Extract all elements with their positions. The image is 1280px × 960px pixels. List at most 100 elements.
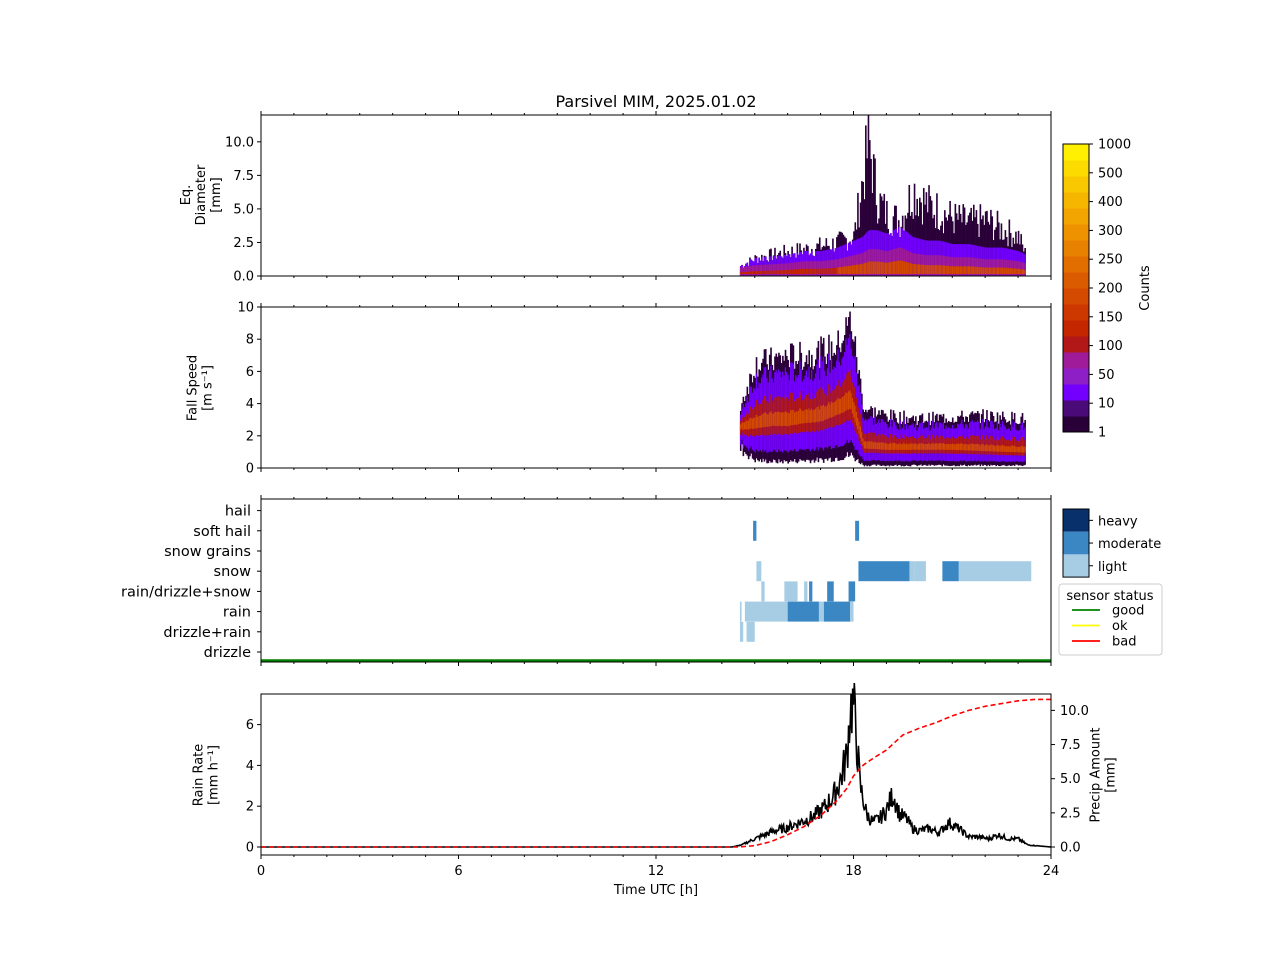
diameter-bin-core <box>762 270 764 274</box>
speed-bin-core <box>816 407 818 422</box>
speed-bin-core <box>747 420 750 430</box>
diameter-bin-core <box>891 261 893 274</box>
speed-bin-core <box>858 421 861 434</box>
speed-bin-core <box>934 443 937 450</box>
diameter-bin-core <box>961 266 963 274</box>
diameter-bin-core <box>955 266 958 274</box>
speed-bin-core <box>961 443 963 451</box>
colorbar-ticks: 1 10 50 100 150 200 250 300 400 500 1000 <box>1089 138 1131 441</box>
speed-bin-core <box>861 432 863 442</box>
speed-bin-core <box>878 442 880 450</box>
diameter-bin-core <box>980 267 983 274</box>
speed-bin-core <box>965 443 967 451</box>
diameter-bin-inner <box>820 261 822 276</box>
speed-bin-core <box>892 442 895 450</box>
diameter-bin-core <box>929 265 932 274</box>
diameter-bin-outer <box>972 204 975 276</box>
diameter-bin-core <box>843 266 846 274</box>
diameter-bin-inner <box>787 263 789 276</box>
diameter-bin-core <box>771 270 774 274</box>
diameter-bin-inner <box>780 263 783 276</box>
class-segment <box>761 581 765 602</box>
speed-bin-core <box>814 408 817 423</box>
class-segment <box>827 581 834 602</box>
diameter-bin-inner <box>1019 261 1021 276</box>
speed-bin-core <box>916 444 918 450</box>
diameter-bin-outer <box>925 192 928 276</box>
diameter-bin-core <box>851 265 854 274</box>
speed-bin-core <box>859 426 862 438</box>
speed-bin-core <box>999 445 1001 452</box>
speed-bin-core <box>782 412 784 427</box>
colorbar-cell <box>1063 400 1089 417</box>
diameter-bin-core <box>886 262 888 274</box>
diameter-bin-core <box>954 266 957 274</box>
speed-bin-core <box>789 410 792 426</box>
diameter-bin-core <box>871 261 874 274</box>
speed-bin-core <box>867 441 870 449</box>
speed-bin-core <box>1024 446 1026 453</box>
speed-bin-core <box>866 441 868 449</box>
speed-bin-core <box>883 442 886 450</box>
diameter-bin-core <box>1011 268 1013 274</box>
diameter-bin-outer <box>867 115 870 276</box>
diameter-bin-core <box>958 266 961 274</box>
speed-bin-core <box>929 444 932 450</box>
colorbar-tick-label: 200 <box>1098 282 1123 297</box>
diameter-bin-core <box>825 268 828 274</box>
speed-bin-core <box>959 443 962 451</box>
speed-bin-core <box>983 445 986 452</box>
class-segment <box>753 520 757 541</box>
diameter-bin-core <box>882 262 884 274</box>
diameter-bin-core <box>836 267 838 274</box>
diameter-bin-outer <box>979 204 982 276</box>
diameter-bin-core <box>862 263 865 274</box>
diameter-bin-core <box>884 262 887 274</box>
diameter-bin-core <box>903 261 905 274</box>
diameter-bin-core <box>837 267 839 274</box>
speed-bin-core <box>865 441 867 449</box>
diameter-bin-inner <box>796 262 799 276</box>
speed-bin-core <box>1021 445 1024 453</box>
diameter-bin-inner <box>808 261 811 276</box>
diameter-bin-inner <box>821 261 824 276</box>
diameter-bin-core <box>742 272 745 274</box>
y-tick-label: 2 <box>246 800 254 815</box>
speed-bin-core <box>795 411 797 425</box>
diameter-bin-core <box>849 265 851 274</box>
diameter-bin-core <box>875 261 878 274</box>
diameter-bin-core <box>834 267 837 274</box>
class-segment <box>914 561 926 582</box>
diameter-bin-inner <box>1016 261 1019 276</box>
colorbar-cell <box>1063 192 1089 209</box>
speed-bin-core <box>903 442 905 450</box>
class-segment <box>858 561 910 582</box>
speed-bin-core <box>863 441 866 449</box>
diameter-bin-inner <box>754 265 757 276</box>
speed-bin-core <box>992 445 995 452</box>
speed-bin-core <box>1016 446 1019 453</box>
speed-bin-core <box>925 443 928 450</box>
speed-bin-core <box>796 411 799 425</box>
speed-bin-core <box>982 443 984 452</box>
diameter-bin-core <box>905 262 908 274</box>
diameter-bin-core <box>826 268 829 274</box>
diameter-bin-inner <box>788 263 791 276</box>
diameter-bin-inner <box>812 261 814 276</box>
diameter-bin-inner <box>1023 262 1025 276</box>
speed-bin-core <box>770 411 772 427</box>
speed-bin-core <box>1003 445 1005 452</box>
diameter-bin-outer <box>913 183 916 276</box>
speed-bin-core <box>970 443 972 451</box>
diameter-bin-inner <box>1021 262 1024 276</box>
speed-bin-core <box>887 444 890 450</box>
speed-bin-core <box>743 422 746 430</box>
diameter-bin-core <box>890 262 892 274</box>
speed-bin-core <box>953 444 955 450</box>
diameter-panel: 0.0 2.5 5.0 7.5 10.0 Eq.Diameter[mm] <box>179 111 1052 285</box>
class-segment <box>909 561 915 582</box>
diameter-bin-outer <box>874 158 876 276</box>
diameter-bin-outer <box>984 211 987 276</box>
speed-bin-core <box>825 406 828 420</box>
speed-bin-core <box>822 404 825 422</box>
